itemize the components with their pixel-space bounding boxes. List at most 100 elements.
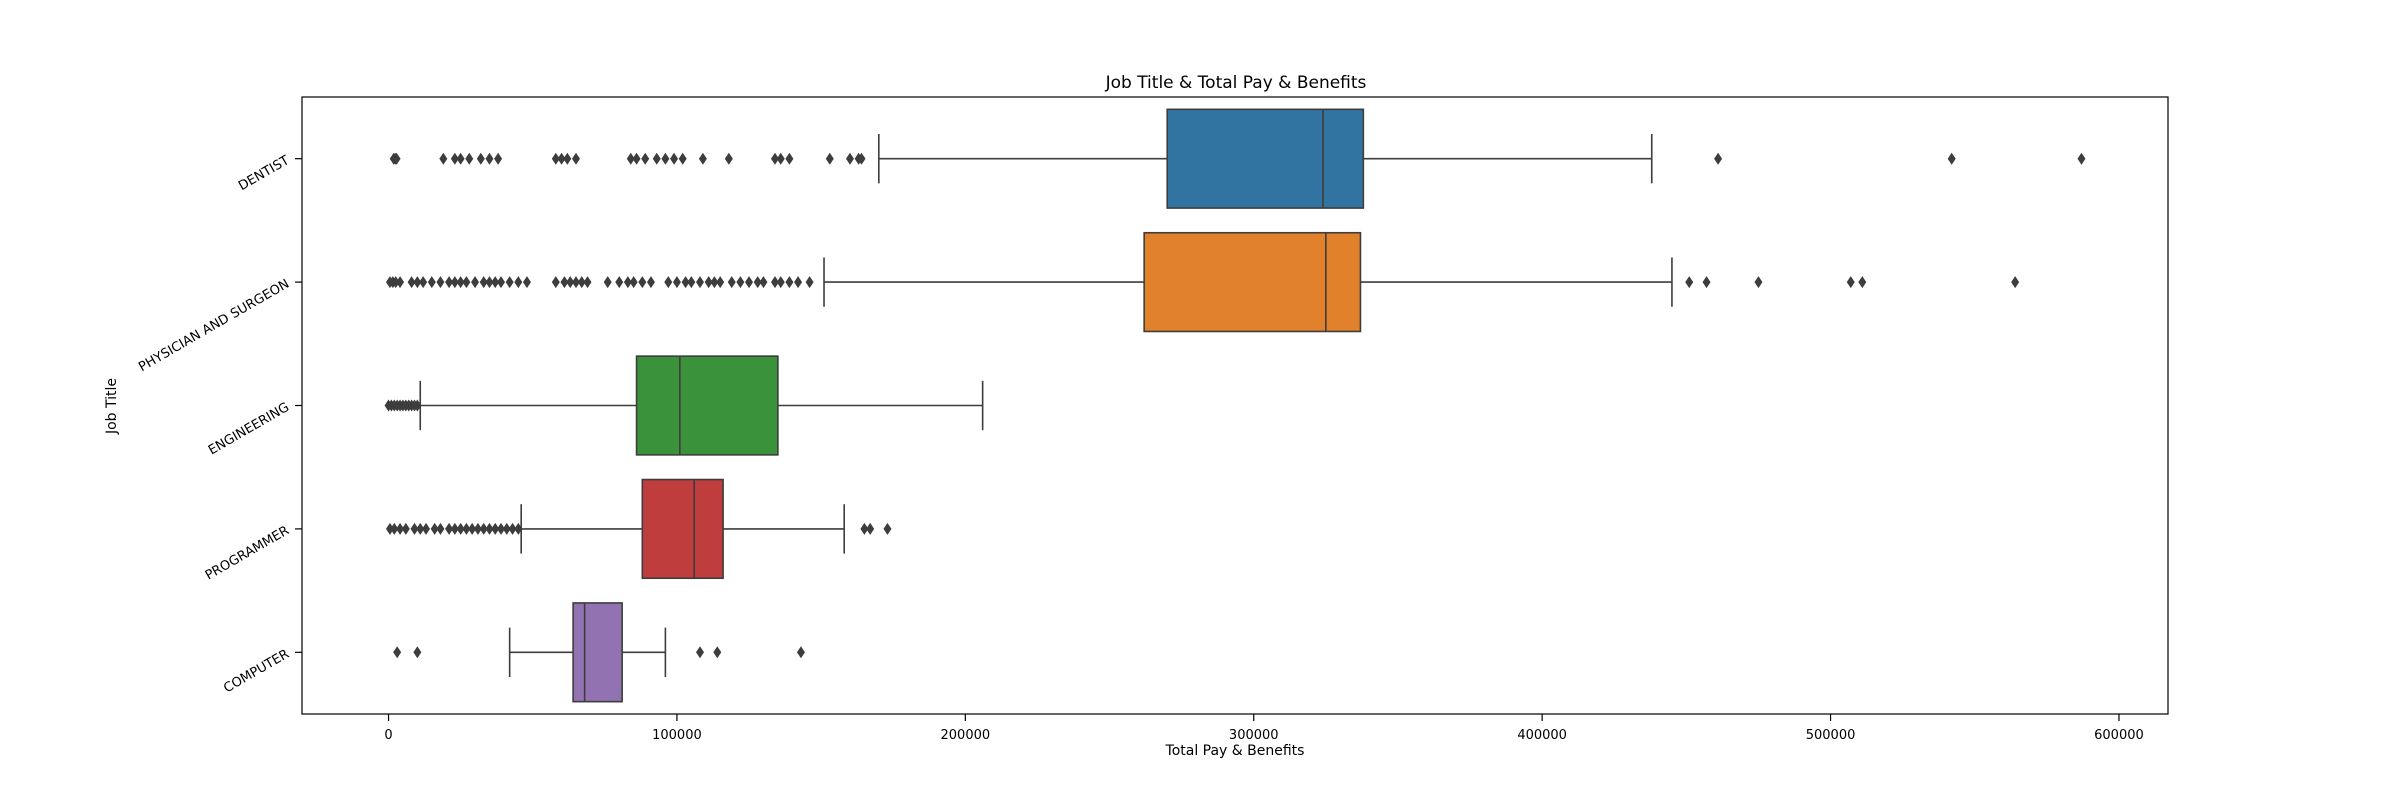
outlier-point: [427, 276, 436, 289]
outlier-point: [392, 152, 401, 165]
outlier-point: [505, 276, 514, 289]
x-tick-label: 100000: [652, 728, 702, 743]
outlier-point: [796, 646, 805, 659]
outlier-point: [704, 276, 713, 289]
outlier-point: [422, 522, 431, 535]
box-group: [384, 355, 984, 456]
x-tick-label: 400000: [1517, 728, 1567, 743]
outlier-point: [445, 522, 454, 535]
outlier-point: [456, 152, 465, 165]
box-group: [389, 108, 2086, 209]
outlier-point: [696, 276, 705, 289]
outlier-point: [436, 522, 445, 535]
box-group: [385, 231, 2020, 333]
outlier-point: [497, 276, 506, 289]
outlier-point: [670, 152, 679, 165]
y-axis: DENTIST PHYSICIAN AND SURGEON ENGINEERING P…: [136, 153, 302, 696]
outlier-point: [439, 152, 448, 165]
box-series: [384, 108, 2086, 703]
outlier-point: [825, 152, 834, 165]
outlier-point: [430, 522, 439, 535]
outlier-point: [479, 276, 488, 289]
outlier-point: [514, 276, 523, 289]
outlier-point: [615, 276, 624, 289]
outlier-point: [629, 276, 638, 289]
outlier-point: [641, 152, 650, 165]
outlier-point: [805, 276, 814, 289]
outlier-point: [770, 152, 779, 165]
outlier-point: [1754, 276, 1763, 289]
outlier-point: [1858, 276, 1867, 289]
outlier-point: [2077, 152, 2086, 165]
outlier-point: [522, 276, 531, 289]
outlier-point: [736, 276, 745, 289]
outlier-point: [860, 522, 869, 535]
outlier-point: [462, 276, 471, 289]
y-tick-label: COMPUTER: [221, 647, 292, 697]
outlier-point: [583, 276, 592, 289]
outlier-point: [416, 522, 425, 535]
outlier-point: [476, 152, 485, 165]
outlier-point: [696, 646, 705, 659]
outlier-point: [391, 276, 400, 289]
box-iqr: [641, 478, 724, 580]
x-tick-label: 500000: [1806, 728, 1856, 743]
outlier-point: [687, 276, 696, 289]
outlier-point: [390, 522, 399, 535]
outlier-point: [502, 522, 511, 535]
box-iqr: [572, 602, 623, 703]
x-tick-label: 0: [384, 728, 392, 743]
y-tick-label: PROGRAMMER: [203, 523, 292, 583]
outlier-point: [845, 152, 854, 165]
outlier-point: [551, 276, 560, 289]
outlier-point: [445, 276, 454, 289]
outlier-point: [410, 522, 419, 535]
outlier-point: [776, 152, 785, 165]
outlier-point: [456, 522, 465, 535]
outlier-point: [713, 646, 722, 659]
box-iqr: [1166, 108, 1365, 209]
outlier-point: [710, 276, 719, 289]
outlier-point: [563, 152, 572, 165]
outlier-point: [753, 276, 762, 289]
outlier-point: [385, 522, 394, 535]
outlier-point: [450, 522, 459, 535]
box-group: [385, 478, 892, 580]
outlier-point: [1846, 276, 1855, 289]
outlier-point: [471, 276, 480, 289]
outlier-point: [456, 276, 465, 289]
y-tick-label: DENTIST: [236, 153, 292, 194]
box-iqr: [1143, 231, 1362, 333]
outlier-point: [485, 522, 494, 535]
outlier-point: [785, 152, 794, 165]
outlier-point: [557, 152, 566, 165]
outlier-point: [664, 276, 673, 289]
outlier-point: [479, 522, 488, 535]
outlier-point: [468, 522, 477, 535]
x-tick-label: 600000: [2094, 728, 2144, 743]
outlier-point: [623, 276, 632, 289]
outlier-point: [603, 276, 612, 289]
outlier-point: [485, 152, 494, 165]
outlier-point: [577, 276, 586, 289]
outlier-point: [626, 152, 635, 165]
outlier-point: [2011, 276, 2020, 289]
outlier-point: [727, 276, 736, 289]
outlier-point: [419, 276, 428, 289]
outlier-point: [462, 522, 471, 535]
outlier-point: [401, 522, 410, 535]
outlier-point: [716, 276, 725, 289]
outlier-point: [770, 276, 779, 289]
outlier-point: [407, 276, 416, 289]
outlier-point: [473, 522, 482, 535]
outlier-point: [491, 522, 500, 535]
box-iqr: [635, 355, 779, 456]
outlier-point: [436, 276, 445, 289]
outlier-point: [393, 646, 402, 659]
outlier-point: [698, 152, 707, 165]
outlier-point: [508, 522, 517, 535]
outlier-point: [1947, 152, 1956, 165]
outlier-point: [1685, 276, 1694, 289]
outlier-point: [497, 522, 506, 535]
